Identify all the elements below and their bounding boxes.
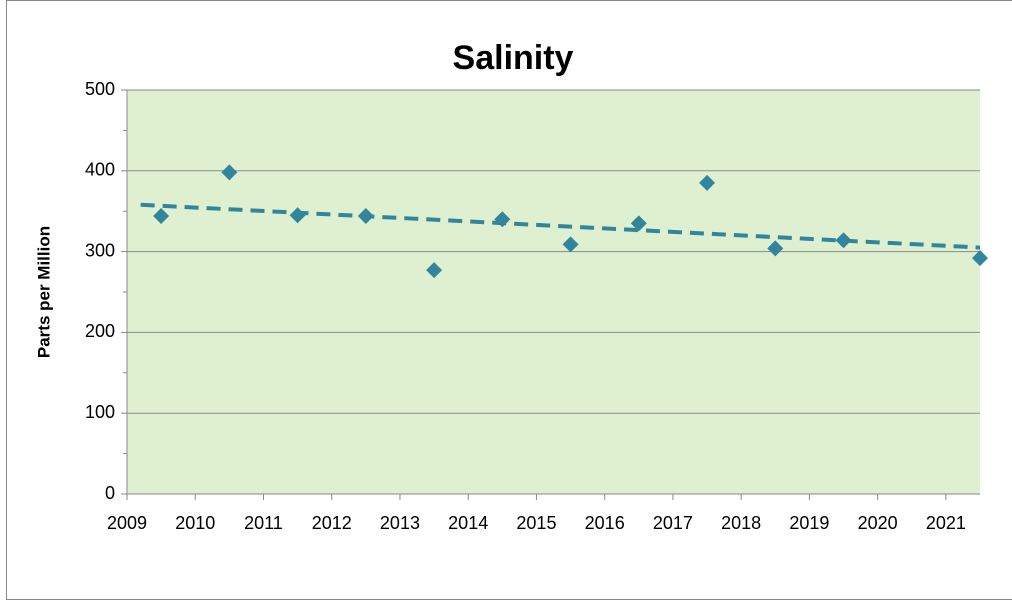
y-tick-label: 300 [85, 240, 115, 260]
point [835, 232, 852, 249]
y-tick-label: 500 [85, 79, 115, 99]
point [426, 262, 443, 279]
point [221, 164, 238, 181]
y-axis-label: Parts per Million [34, 226, 53, 358]
x-tick-label: 2020 [858, 513, 898, 533]
x-tick-label: 2021 [926, 513, 966, 533]
point [699, 174, 716, 191]
point [562, 236, 579, 253]
x-tick-label: 2015 [516, 513, 556, 533]
x-tick-label: 2011 [244, 513, 283, 533]
y-tick-label: 400 [85, 160, 115, 180]
x-tick-label: 2017 [653, 513, 693, 533]
point [767, 240, 784, 257]
point [630, 215, 647, 232]
y-tick-label: 100 [85, 402, 115, 422]
plot-area [127, 90, 980, 494]
point [153, 208, 170, 225]
trend-line [140, 202, 981, 250]
x-tick-label: 2012 [312, 513, 352, 533]
chart-title: Salinity [453, 39, 574, 77]
x-tick-label: 2016 [585, 513, 625, 533]
x-tick-label: 2010 [175, 513, 215, 533]
y-tick-label: 200 [85, 321, 115, 341]
x-tick-label: 2018 [721, 513, 761, 533]
y-tick-label: 0 [105, 483, 115, 503]
x-tick-label: 2019 [789, 513, 829, 533]
x-tick-label: 2014 [448, 513, 488, 533]
x-tick-label: 2013 [380, 513, 420, 533]
point [972, 250, 988, 267]
x-tick-label: 2009 [107, 513, 147, 533]
